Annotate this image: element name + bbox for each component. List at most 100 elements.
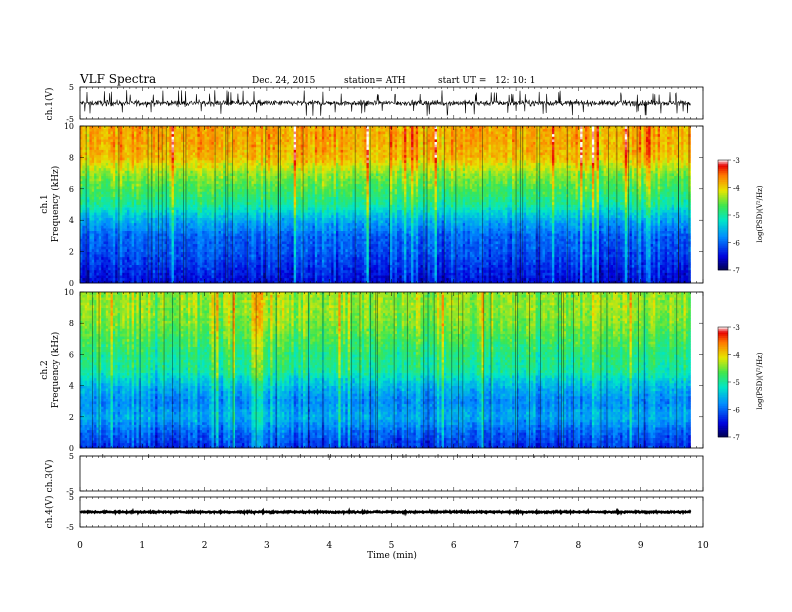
ch1-spectrogram-cell — [166, 207, 170, 211]
ch1-spectrogram-cell — [82, 207, 85, 211]
ch1-spectrogram-cell — [145, 165, 149, 169]
ch1-spectrogram-cell — [211, 175, 215, 179]
ch1-spectrogram-cell — [134, 152, 137, 156]
ch1-spectrogram-cell — [246, 228, 250, 231]
ch1-spectrogram-cell — [234, 144, 238, 148]
ch1-spectrogram-cell — [131, 277, 135, 281]
ch1-spectrogram-cell — [265, 248, 269, 252]
ch1-spectrogram-cell — [180, 139, 184, 142]
ch1-spectrogram-cell — [103, 146, 107, 150]
ch1-spectrogram-cell — [267, 191, 271, 195]
ch1-spectrogram-cell — [183, 186, 186, 190]
ch1-spectrogram-cell — [251, 267, 255, 271]
ch1-spectrogram-cell — [164, 154, 168, 158]
ch1-spectrogram-cell — [223, 126, 226, 129]
ch1-spectrogram-cell — [159, 154, 163, 158]
ch1-spectrogram-cell — [171, 141, 175, 145]
ch1-spectrogram-cell — [218, 217, 222, 221]
ch1-spectrogram-cell — [234, 126, 238, 129]
ch1-spectrogram-cell — [263, 217, 266, 221]
ch1-spectrogram-cell — [173, 254, 177, 258]
ch1-spectrogram-cell — [232, 157, 236, 161]
ch1-spectrogram-cell — [159, 199, 163, 203]
ch1-spectrogram-cell — [108, 230, 111, 234]
ch1-spectrogram-cell — [110, 207, 114, 211]
ch1-spectrogram-cell — [138, 157, 142, 161]
ch1-spectrogram-cell — [227, 262, 231, 265]
ch1-spectrogram-cell — [220, 225, 224, 229]
ch1-spectrogram-cell — [136, 269, 140, 273]
ch1-spectrogram-cell — [260, 136, 264, 140]
ch1-spectrogram-cell — [242, 256, 245, 260]
ch1-spectrogram-cell — [202, 267, 205, 271]
ch1-spectrogram-cell — [237, 178, 240, 182]
ch1-spectrogram-cell — [237, 277, 240, 281]
ch1-spectrogram-cell — [244, 175, 248, 179]
ch1-spectrogram-cell — [169, 233, 172, 237]
ch1-spectrogram-cell — [232, 201, 236, 205]
ch1-spectrogram-cell — [157, 131, 161, 135]
ch1-spectrogram-cell — [108, 152, 111, 156]
ch1-spectrogram-cell — [188, 233, 191, 237]
ch1-spectrogram-cell — [232, 277, 236, 281]
ch1-spectrogram-cell — [152, 141, 156, 145]
ch1-spectrogram-cell — [206, 207, 210, 211]
ch1-spectrogram-cell — [176, 170, 179, 174]
ch1-spectrogram-cell — [136, 170, 140, 174]
ch1-spectrogram-cell — [103, 128, 107, 132]
ch1-spectrogram-cell — [190, 238, 194, 242]
ch1-spectrogram-cell — [202, 178, 205, 182]
ch1-spectrogram-cell — [145, 233, 149, 237]
ch1-spectrogram-cell — [162, 175, 165, 179]
ch1-spectrogram-cell — [242, 238, 245, 242]
ch1-spectrogram-cell — [91, 196, 95, 200]
ch1-spectrogram-cell — [178, 157, 182, 161]
ch1-spectrogram-cell — [202, 209, 205, 213]
ch1-spectrogram-cell — [124, 131, 128, 135]
ch1-spectrogram-cell — [143, 201, 147, 205]
ch1-spectrogram-cell — [209, 162, 212, 166]
ch1-spectrogram-cell — [131, 243, 135, 247]
ch1-spectrogram-cell — [242, 136, 245, 140]
ch1-spectrogram-cell — [251, 199, 255, 203]
ch1-spectrogram-cell — [122, 212, 125, 216]
ch1-spectrogram-cell — [141, 141, 144, 145]
ch1-spectrogram-cell — [272, 264, 276, 268]
ch1-spectrogram-cell — [267, 157, 271, 161]
ch1-spectrogram-cell — [126, 264, 130, 268]
ch1-spectrogram-cell — [209, 180, 212, 184]
ch1-spectrogram-cell — [91, 225, 95, 229]
ch1-spectrogram-cell — [218, 248, 222, 252]
ch1-spectrogram-cell — [242, 196, 245, 200]
ch1-spectrogram-cell — [94, 131, 97, 135]
ch1-spectrogram-cell — [216, 217, 219, 221]
ch1-spectrogram-cell — [82, 225, 85, 229]
ch1-spectrogram-cell — [129, 170, 132, 174]
ch1-spectrogram-cell — [267, 228, 271, 231]
ch1-spectrogram-cell — [197, 175, 201, 179]
ch1-spectrogram-cell — [230, 248, 233, 252]
ch1-spectrogram-cell — [234, 186, 238, 190]
ch1-spectrogram-cell — [171, 233, 175, 237]
ch1-spectrogram-cell — [265, 191, 269, 195]
ch1-spectrogram-cell — [242, 157, 245, 161]
ch1-spectrogram-cell — [246, 256, 250, 260]
ch1-spectrogram-cell — [98, 157, 102, 161]
ch1-spectrogram-cell — [256, 157, 259, 161]
ch1-spectrogram-cell — [185, 196, 189, 200]
ch1-spectrogram-cell — [152, 233, 156, 237]
ch1-spectrogram-cell — [164, 212, 168, 216]
ch1-spectrogram-cell — [82, 209, 85, 213]
ch1-spectrogram-cell — [82, 178, 85, 182]
ch1-spectrogram-cell — [202, 262, 205, 265]
ch1-spectrogram-cell — [220, 188, 224, 192]
ch1-spectrogram-cell — [80, 214, 83, 218]
ch1-spectrogram-cell — [253, 170, 257, 174]
ch1-spectrogram-cell — [199, 126, 203, 129]
ch1-spectrogram-cell — [270, 246, 273, 250]
ch1-spectrogram-cell — [265, 128, 269, 132]
ch1-spectrogram-cell — [246, 243, 250, 247]
ch1-spectrogram-cell — [101, 228, 104, 231]
ch1-spectrogram-cell — [223, 170, 226, 174]
ch1-spectrogram-cell — [129, 238, 132, 242]
